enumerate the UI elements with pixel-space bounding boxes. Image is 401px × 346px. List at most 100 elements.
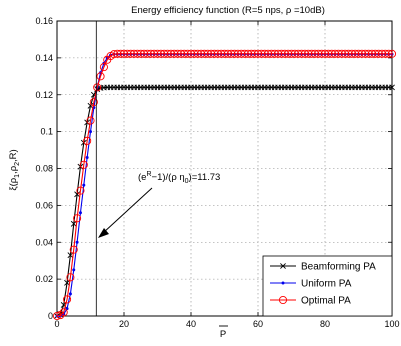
marker-circle [351,49,360,58]
marker-circle [277,49,286,58]
x-tick-label: 80 [320,319,330,329]
marker-circle [69,245,78,254]
marker-circle [93,83,102,92]
marker-circle [193,49,202,58]
marker-circle [213,49,222,58]
marker-dot [281,281,285,285]
marker-dot [78,211,82,215]
marker-circle [156,49,165,58]
marker-circle [129,49,139,58]
marker-circle [52,311,62,321]
marker-circle [330,49,340,58]
marker-circle [227,49,236,58]
marker-circle [290,49,299,58]
y-tick-label: 0 [48,311,53,321]
marker-circle [384,49,393,58]
marker-circle [86,116,95,125]
marker-circle [210,49,219,58]
grid-lines [57,21,392,316]
marker-circle [267,49,276,58]
x-tick-label: 20 [119,319,129,329]
legend: Beamforming PA Uniform PA Optimal PA [262,255,393,317]
marker-circle [324,49,333,58]
marker-circle [270,49,279,58]
marker-circle [284,49,293,58]
marker-circle [230,49,239,58]
marker-circle [387,49,397,58]
y-tick-label: 0.12 [35,90,53,100]
marker-circle [310,49,320,58]
marker-circle [183,49,192,58]
series-layer [52,49,397,321]
series-line [56,53,392,317]
marker-circle [180,49,189,58]
marker-circle [207,49,216,58]
marker-circle [190,49,199,58]
marker-circle [116,49,125,58]
marker-circle [196,49,206,58]
marker-circle [377,49,387,58]
marker-circle [381,49,390,58]
y-tick-label: 0.14 [35,53,53,63]
marker-x [280,263,286,269]
marker-circle [347,49,356,58]
marker-circle [73,214,82,223]
marker-circle [337,49,346,58]
marker-circle [133,49,142,58]
marker-circle [278,295,288,305]
chart-title: Energy efficiency function (R=5 nps, ρ =… [131,5,325,16]
marker-x [70,220,77,227]
marker-circle [200,49,209,58]
marker-circle [153,49,162,58]
marker-circle [217,49,226,58]
y-tick-label: 0.04 [35,237,53,247]
marker-circle [113,49,122,58]
marker-circle [143,49,152,58]
annotation-text: (eR−1)/(ρ η0)=11.73 [138,171,220,185]
marker-circle [96,72,105,81]
marker-circle [59,308,68,317]
marker-circle [243,49,252,58]
legend-label: Beamforming PA [301,262,376,273]
marker-circle [126,49,135,58]
marker-dot [89,130,92,134]
marker-dot [85,155,89,159]
marker-dot [68,292,72,296]
marker-circle [367,49,376,58]
y-tick-label: 0.02 [35,274,53,284]
y-tick-label: 0.16 [35,16,53,26]
marker-circle [297,49,306,58]
marker-circle [76,186,85,195]
legend-item: Beamforming PA [270,262,376,273]
legend-item: Optimal PA [270,296,351,307]
marker-x [74,191,81,198]
marker-circle [320,49,330,58]
marker-circle [317,49,326,58]
legend-label: Optimal PA [301,296,351,307]
marker-dot [82,183,86,187]
marker-circle [334,49,343,58]
marker-circle [166,49,175,58]
marker-circle [176,49,185,58]
marker-circle [260,49,269,58]
marker-circle [274,49,283,58]
marker-circle [89,98,98,107]
marker-dot [72,268,76,272]
marker-circle [357,49,366,58]
marker-circle [79,160,88,169]
marker-circle [109,50,118,59]
marker-x [87,102,94,109]
marker-circle [160,49,169,58]
marker-circle [163,49,172,58]
marker-circle [300,49,309,58]
marker-x [389,84,395,91]
marker-circle [170,49,179,58]
marker-circle [253,49,263,58]
marker-circle [63,295,72,304]
marker-circle [233,49,242,58]
marker-circle [119,49,129,58]
marker-circle [223,49,232,58]
x-tick-label: 0 [54,319,59,329]
x-tick-label: 60 [253,319,263,329]
